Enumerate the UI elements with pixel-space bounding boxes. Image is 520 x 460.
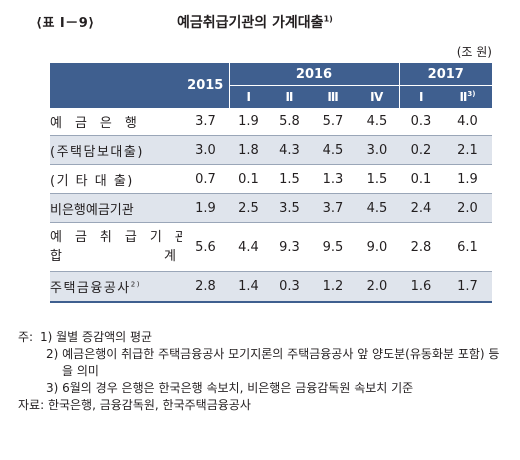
cell-2015: 2.8 <box>182 271 229 303</box>
header-2016-q3: Ⅲ <box>311 85 355 108</box>
footnotes: 주: 1) 월별 증감액의 평균 2) 예금은행이 취급한 주택금융공사 모기지론… <box>18 329 508 414</box>
household-loan-table: 2015 2016 2017 Ⅰ Ⅱ Ⅲ Ⅳ Ⅰ Ⅱ3) 예금은행 3.7 1.… <box>50 63 492 303</box>
header-year-2016: 2016 <box>229 63 400 86</box>
cell-2016-q4: 1.5 <box>355 164 399 194</box>
cell-2017-q2: 2.1 <box>443 135 492 165</box>
table-title-text: 예금취급기관의 가계대출 <box>177 15 324 31</box>
table-title: 예금취급기관의 가계대출1) <box>177 12 333 32</box>
cell-2017-q1: 0.3 <box>399 108 443 136</box>
cell-2016-q3: 1.2 <box>311 271 355 303</box>
header-2016-q2: Ⅱ <box>268 85 311 108</box>
cell-2016-q2: 1.5 <box>268 164 311 194</box>
cell-2016-q4: 2.0 <box>355 271 399 303</box>
cell-2015: 1.9 <box>182 193 229 223</box>
cell-2016-q2: 0.3 <box>268 271 311 303</box>
cell-2017-q1: 2.8 <box>399 222 443 272</box>
row-label-line2-start: 합 <box>50 249 62 264</box>
table-number: ⟨표 Ⅰ－9⟩ <box>36 16 95 31</box>
cell-2016-q1: 1.8 <box>229 135 268 165</box>
header-2016-q1: Ⅰ <box>229 85 268 108</box>
table-row-housing-finance: 주택금융공사2) 2.8 1.4 0.3 1.2 2.0 1.6 1.7 <box>50 271 492 303</box>
table-row-nonbank: 비은행예금기관 1.9 2.5 3.5 3.7 4.5 2.4 2.0 <box>50 193 492 223</box>
table-row-deposit-banks: 예금은행 3.7 1.9 5.8 5.7 4.5 0.3 4.0 <box>50 108 492 136</box>
footnote-prefix: 주: <box>18 330 34 344</box>
footnote-1: 주: 1) 월별 증감액의 평균 <box>18 329 508 346</box>
table-title-footnote-mark: 1) <box>323 14 333 24</box>
row-label: 예금은행 <box>50 108 182 136</box>
cell-2016-q2: 5.8 <box>268 108 311 136</box>
cell-2016-q1: 2.5 <box>229 193 268 223</box>
cell-2017-q2: 1.7 <box>443 271 492 303</box>
cell-2016-q3: 1.3 <box>311 164 355 194</box>
cell-2017-q2: 6.1 <box>443 222 492 272</box>
header-year-2017: 2017 <box>399 63 492 86</box>
cell-2015: 3.0 <box>182 135 229 165</box>
cell-2016-q3: 9.5 <box>311 222 355 272</box>
row-label: (주택담보대출) <box>50 135 182 165</box>
cell-2017-q1: 1.6 <box>399 271 443 303</box>
header-corner <box>50 63 182 108</box>
cell-2016-q3: 4.5 <box>311 135 355 165</box>
table-row-mortgage: (주택담보대출) 3.0 1.8 4.3 4.5 3.0 0.2 2.1 <box>50 135 492 165</box>
cell-2017-q2: 1.9 <box>443 164 492 194</box>
header-row-quarters: Ⅰ Ⅱ Ⅲ Ⅳ Ⅰ Ⅱ3) <box>50 85 492 108</box>
row-label: 비은행예금기관 <box>50 193 182 223</box>
header-row-years: 2015 2016 2017 <box>50 63 492 108</box>
footnote-1-text: 1) 월별 증감액의 평균 <box>40 330 153 344</box>
cell-2015: 0.7 <box>182 164 229 194</box>
cell-2015: 5.6 <box>182 222 229 272</box>
cell-2017-q2: 4.0 <box>443 108 492 136</box>
header-year-2015: 2015 <box>182 63 230 108</box>
row-label-line1: 예금취급기관 <box>50 230 182 245</box>
cell-2016-q1: 0.1 <box>229 164 268 194</box>
cell-2016-q1: 4.4 <box>229 222 268 272</box>
footnote-3: 3) 6월의 경우 은행은 한국은행 속보치, 비은행은 금융감독원 속보치 기… <box>46 381 414 395</box>
cell-2016-q3: 5.7 <box>311 108 355 136</box>
row-label-text: 예금은행 <box>50 116 150 131</box>
header-2016-q4: Ⅳ <box>355 85 400 108</box>
row-label-line2-end: 계 <box>164 249 176 264</box>
row-label: (기 타 대 출) <box>50 164 182 194</box>
cell-2017-q1: 0.1 <box>399 164 443 194</box>
table-row-total: 예금취급기관 합 계 5.6 4.4 9.3 9.5 9.0 2.8 6.1 <box>50 222 492 272</box>
cell-2016-q2: 4.3 <box>268 135 311 165</box>
footnote-2: 2) 예금은행이 취급한 주택금융공사 모기지론의 주택금융공사 앞 양도분(유… <box>46 347 500 378</box>
cell-2017-q1: 0.2 <box>399 135 443 165</box>
row-label: 주택금융공사2) <box>50 271 182 303</box>
cell-2016-q1: 1.4 <box>229 271 268 303</box>
cell-2016-q1: 1.9 <box>229 108 268 136</box>
header-2017-q2: Ⅱ3) <box>443 85 492 108</box>
cell-2016-q4: 9.0 <box>355 222 399 272</box>
cell-2015: 3.7 <box>182 108 229 136</box>
row-label: 예금취급기관 합 계 <box>50 222 182 272</box>
cell-2016-q2: 3.5 <box>268 193 311 223</box>
cell-2016-q4: 3.0 <box>355 135 399 165</box>
row-label-text: 주택금융공사 <box>50 281 131 296</box>
cell-2017-q2: 2.0 <box>443 193 492 223</box>
cell-2016-q2: 9.3 <box>268 222 311 272</box>
cell-2016-q3: 3.7 <box>311 193 355 223</box>
unit-label: (조 원) <box>456 45 492 59</box>
header-2017-q2-label: Ⅱ <box>459 90 468 104</box>
header-2017-q2-footnote-mark: 3) <box>467 90 476 98</box>
cell-2017-q1: 2.4 <box>399 193 443 223</box>
source-note: 자료: 한국은행, 금융감독원, 한국주택금융공사 <box>18 398 251 412</box>
cell-2016-q4: 4.5 <box>355 193 399 223</box>
row-label-footnote-mark: 2) <box>130 280 141 289</box>
cell-2016-q4: 4.5 <box>355 108 399 136</box>
header-2017-q1: Ⅰ <box>399 85 443 108</box>
table-row-other-loans: (기 타 대 출) 0.7 0.1 1.5 1.3 1.5 0.1 1.9 <box>50 164 492 194</box>
